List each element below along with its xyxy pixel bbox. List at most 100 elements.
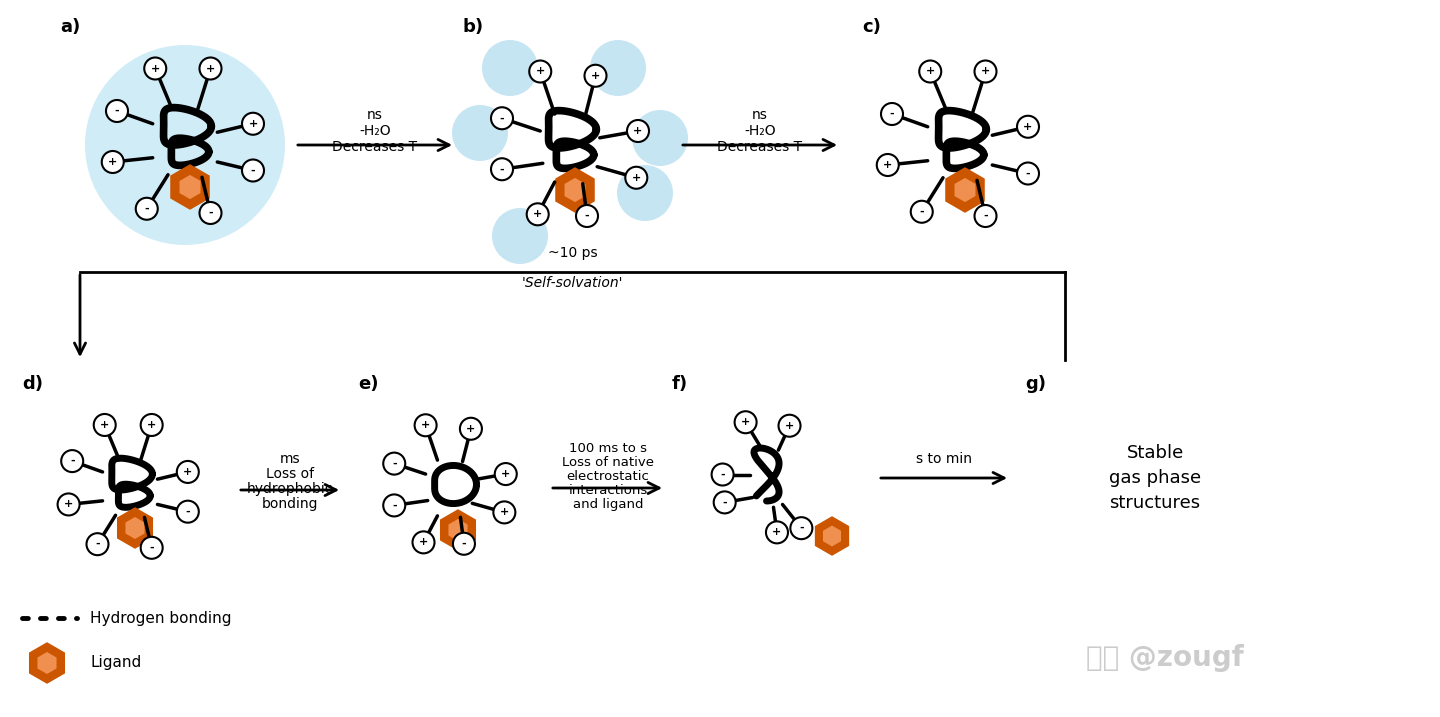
Text: Stable
gas phase
structures: Stable gas phase structures bbox=[1109, 444, 1201, 512]
Text: -: - bbox=[251, 166, 255, 176]
Polygon shape bbox=[955, 178, 975, 202]
Polygon shape bbox=[946, 168, 984, 212]
Text: bonding: bonding bbox=[262, 497, 318, 511]
Text: interactions: interactions bbox=[569, 484, 648, 497]
Circle shape bbox=[585, 65, 606, 87]
Circle shape bbox=[625, 167, 648, 189]
Text: +: + bbox=[206, 64, 215, 74]
Text: Loss of native: Loss of native bbox=[562, 456, 654, 469]
Polygon shape bbox=[822, 526, 841, 546]
Circle shape bbox=[200, 202, 222, 224]
Text: +: + bbox=[981, 67, 991, 77]
Text: -: - bbox=[919, 206, 924, 217]
Text: +: + bbox=[926, 67, 935, 77]
Polygon shape bbox=[118, 508, 153, 548]
Text: 'Self-solvation': 'Self-solvation' bbox=[521, 276, 624, 290]
Text: -: - bbox=[890, 109, 894, 119]
Circle shape bbox=[734, 412, 756, 433]
Circle shape bbox=[530, 60, 552, 82]
Circle shape bbox=[766, 521, 788, 543]
Polygon shape bbox=[30, 643, 65, 683]
Text: +: + bbox=[1024, 122, 1032, 132]
Circle shape bbox=[492, 208, 549, 264]
Circle shape bbox=[714, 491, 736, 513]
Circle shape bbox=[975, 205, 996, 227]
Circle shape bbox=[383, 495, 405, 516]
Text: -: - bbox=[984, 211, 988, 221]
Text: g): g) bbox=[1025, 375, 1045, 393]
Circle shape bbox=[135, 198, 158, 219]
Circle shape bbox=[910, 201, 933, 223]
Circle shape bbox=[1017, 163, 1040, 184]
Polygon shape bbox=[564, 178, 586, 202]
Text: e): e) bbox=[359, 375, 379, 393]
Text: electrostatic: electrostatic bbox=[566, 470, 649, 483]
Circle shape bbox=[102, 151, 124, 173]
Text: ms: ms bbox=[279, 452, 301, 466]
Text: +: + bbox=[147, 420, 157, 430]
Circle shape bbox=[881, 103, 903, 125]
Circle shape bbox=[141, 537, 163, 559]
Circle shape bbox=[1017, 115, 1040, 138]
Text: hydrophobic: hydrophobic bbox=[246, 482, 333, 496]
Text: +: + bbox=[632, 173, 641, 183]
Circle shape bbox=[491, 108, 513, 129]
Text: -: - bbox=[799, 523, 804, 533]
Polygon shape bbox=[171, 165, 209, 209]
Circle shape bbox=[85, 45, 285, 245]
Text: -: - bbox=[209, 208, 213, 218]
Circle shape bbox=[877, 154, 899, 176]
Circle shape bbox=[177, 461, 199, 483]
Text: s to min: s to min bbox=[916, 452, 972, 466]
Circle shape bbox=[242, 113, 264, 135]
Circle shape bbox=[415, 414, 436, 436]
Text: -: - bbox=[392, 459, 396, 469]
Text: -: - bbox=[462, 538, 467, 549]
Circle shape bbox=[919, 60, 942, 82]
Circle shape bbox=[94, 414, 115, 436]
Circle shape bbox=[452, 105, 508, 161]
Text: -: - bbox=[186, 507, 190, 517]
Text: and ligand: and ligand bbox=[573, 498, 644, 511]
Circle shape bbox=[576, 205, 598, 227]
Circle shape bbox=[141, 414, 163, 436]
Circle shape bbox=[632, 110, 688, 166]
Polygon shape bbox=[441, 510, 475, 550]
Text: +: + bbox=[63, 500, 73, 510]
Circle shape bbox=[616, 165, 672, 221]
Circle shape bbox=[144, 57, 166, 80]
Text: -: - bbox=[720, 470, 724, 480]
Circle shape bbox=[242, 159, 264, 181]
Polygon shape bbox=[448, 519, 468, 541]
Text: -: - bbox=[500, 113, 504, 123]
Text: b): b) bbox=[462, 18, 484, 36]
Circle shape bbox=[495, 463, 517, 485]
Text: -: - bbox=[1025, 168, 1030, 179]
Circle shape bbox=[590, 40, 647, 96]
Text: +: + bbox=[248, 119, 258, 129]
Polygon shape bbox=[125, 517, 144, 539]
Circle shape bbox=[86, 533, 108, 555]
Text: Hydrogen bonding: Hydrogen bonding bbox=[89, 610, 232, 625]
Text: +: + bbox=[151, 64, 160, 74]
Text: +: + bbox=[419, 537, 428, 547]
Text: +: + bbox=[883, 160, 893, 170]
Circle shape bbox=[383, 452, 405, 475]
Circle shape bbox=[779, 414, 801, 437]
Text: -: - bbox=[150, 543, 154, 553]
Circle shape bbox=[494, 501, 516, 523]
Text: c): c) bbox=[863, 18, 881, 36]
Text: Decreases T: Decreases T bbox=[333, 140, 418, 154]
Text: +: + bbox=[420, 420, 431, 430]
Text: ~10 ps: ~10 ps bbox=[547, 246, 598, 260]
Text: +: + bbox=[467, 424, 475, 434]
Circle shape bbox=[975, 60, 996, 82]
Circle shape bbox=[459, 418, 482, 440]
Circle shape bbox=[200, 57, 222, 80]
Text: +: + bbox=[536, 67, 544, 77]
Text: -: - bbox=[115, 106, 120, 116]
Text: +: + bbox=[785, 421, 793, 431]
Text: a): a) bbox=[60, 18, 81, 36]
Text: +: + bbox=[101, 420, 109, 430]
Text: +: + bbox=[183, 467, 193, 477]
